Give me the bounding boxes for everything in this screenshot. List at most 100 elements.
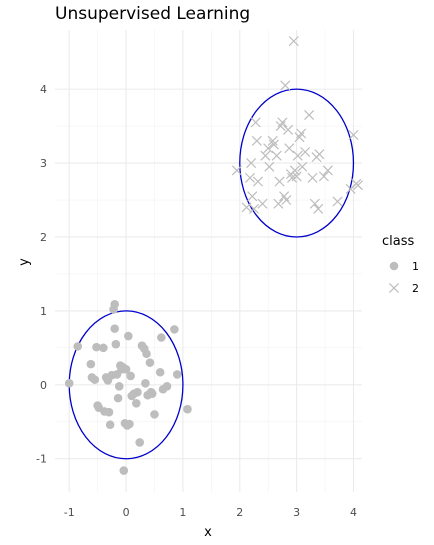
marker-stroke	[296, 128, 307, 139]
point-class-1	[92, 342, 101, 352]
legend-label-2: 2	[412, 282, 419, 295]
chart-title: Unsupervised Learning	[55, 4, 250, 24]
marker-stroke	[322, 165, 333, 176]
point-class-2	[348, 129, 359, 140]
point-class-2	[273, 198, 284, 209]
marker-stroke	[257, 198, 268, 209]
point-class-2	[283, 124, 294, 135]
x-tick-label: 2	[236, 506, 243, 519]
grid-major	[55, 30, 362, 492]
point-class-2	[250, 117, 261, 128]
y-tick-label: 3	[40, 157, 47, 170]
point-class-2	[296, 128, 307, 139]
marker-stroke	[263, 143, 274, 154]
marker-stroke	[332, 196, 343, 207]
point-class-2	[318, 171, 329, 182]
point-class-1	[114, 381, 124, 391]
marker-stroke	[268, 139, 279, 150]
marker-stroke	[352, 180, 364, 191]
point-class-2	[264, 161, 275, 172]
point-class-2	[322, 165, 333, 176]
y-tick-label: 1	[40, 305, 47, 318]
point-class-2	[352, 180, 364, 191]
point-class-1	[64, 379, 74, 388]
point-class-2	[314, 149, 325, 160]
point-class-2	[277, 117, 288, 128]
legend-label-1: 1	[412, 260, 419, 273]
y-tick-label: 4	[40, 83, 47, 96]
marker-stroke	[247, 191, 258, 202]
point-class-1	[104, 407, 114, 417]
point-class-2	[307, 172, 318, 183]
point-class-2	[289, 165, 300, 176]
point-class-2	[257, 198, 268, 209]
point-class-1	[147, 389, 157, 398]
point-class-1	[131, 398, 141, 408]
point-class-1	[141, 379, 150, 388]
marker-stroke	[292, 150, 303, 161]
legend-key-2	[388, 282, 400, 294]
x-tick-label: 1	[179, 506, 186, 519]
point-class-1	[133, 387, 142, 397]
point-class-2	[268, 139, 279, 150]
marker-stroke	[271, 150, 282, 161]
point-class-2	[300, 146, 311, 157]
point-class-1	[142, 349, 151, 359]
point-class-1	[99, 343, 108, 353]
marker-stroke	[264, 161, 275, 172]
point-class-2	[288, 36, 299, 47]
marker-stroke	[246, 158, 257, 169]
grid-minor	[55, 30, 362, 492]
point-class-2	[313, 203, 324, 214]
marker-stroke	[267, 135, 278, 146]
point-class-1	[105, 420, 115, 430]
point-class-2	[247, 191, 258, 202]
marker-stroke	[318, 171, 329, 182]
point-class-1	[90, 375, 100, 384]
point-class-1	[125, 419, 134, 429]
point-class-2	[332, 196, 343, 207]
point-class-1	[121, 364, 131, 374]
marker-stroke	[244, 172, 256, 183]
point-class-1	[162, 381, 172, 391]
point-class-2	[280, 80, 291, 91]
y-tick-label: 2	[40, 231, 47, 244]
marker-stroke	[300, 146, 311, 157]
point-class-2	[281, 194, 292, 206]
point-class-2	[291, 171, 302, 182]
legend: class 1 2	[382, 234, 419, 295]
point-class-1	[86, 359, 96, 369]
point-class-1	[172, 370, 182, 379]
point-class-2	[292, 150, 303, 161]
marker-stroke	[281, 194, 292, 206]
x-tick-label: -1	[64, 506, 75, 519]
marker-stroke	[252, 176, 263, 187]
marker-stroke	[260, 150, 271, 161]
point-class-1	[135, 438, 145, 447]
marker-stroke	[307, 172, 318, 183]
point-class-2	[267, 135, 278, 146]
marker-stroke	[250, 117, 261, 128]
marker-stroke	[313, 203, 324, 214]
point-class-2	[252, 176, 263, 187]
point-class-2	[309, 198, 320, 209]
point-class-2	[231, 165, 242, 176]
marker-stroke	[274, 176, 285, 187]
marker-stroke	[309, 198, 320, 209]
y-axis-ticks: -1 0 1 2 3 4	[36, 83, 47, 466]
x-axis-ticks: -1 0 1 2 3 4	[64, 506, 357, 519]
marker-stroke	[251, 135, 262, 146]
point-class-2	[263, 143, 274, 154]
point-class-1	[155, 367, 165, 377]
x-tick-label: 3	[293, 506, 300, 519]
point-class-1	[183, 404, 192, 414]
point-class-1	[145, 358, 155, 367]
point-class-2	[304, 109, 315, 121]
y-tick-label: 0	[40, 379, 47, 392]
point-class-2	[246, 158, 257, 169]
point-class-1	[110, 324, 119, 333]
point-class-1	[126, 371, 135, 381]
legend-title: class	[382, 234, 414, 249]
point-class-1	[111, 339, 121, 349]
